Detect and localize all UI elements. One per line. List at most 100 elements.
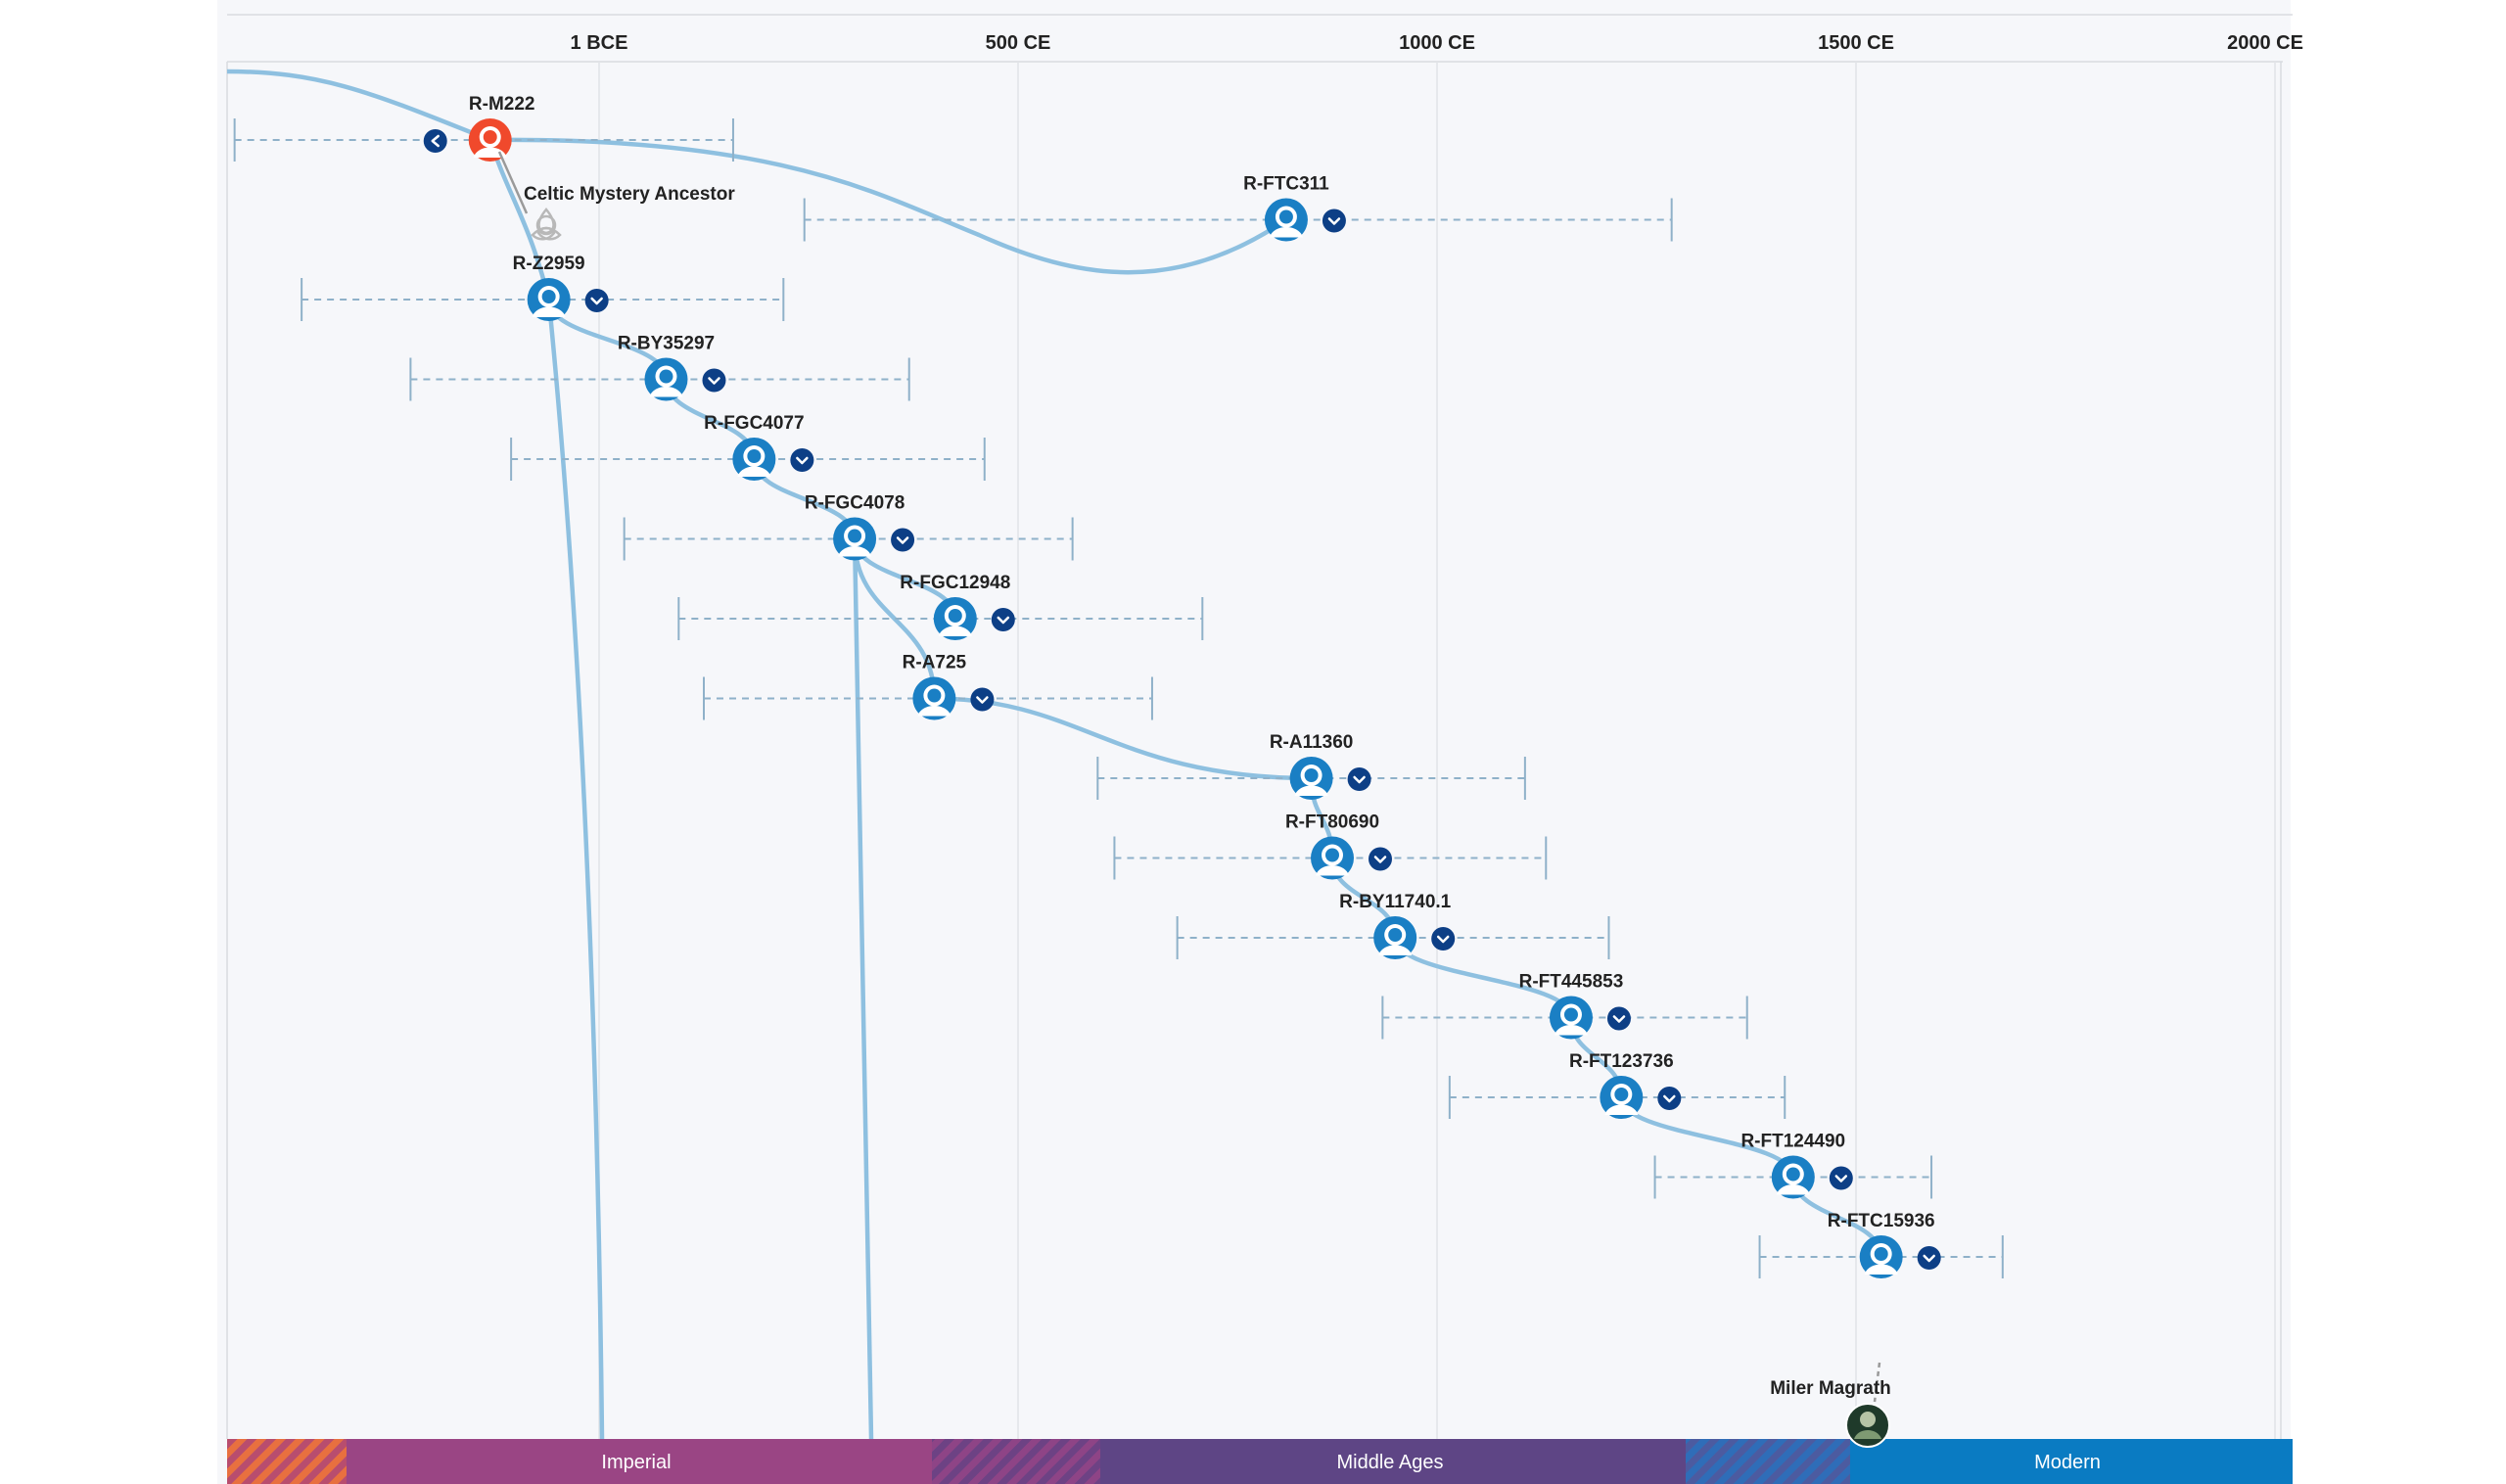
expand-down-button[interactable]: [891, 528, 915, 552]
expand-down-button[interactable]: [1917, 1246, 1941, 1270]
haplogroup-label: R-FTC311: [1243, 174, 1329, 195]
lineage-line: [852, 538, 937, 699]
lineage-line: [934, 696, 1312, 781]
chevron-down-icon: [1369, 847, 1392, 871]
expand-down-button[interactable]: [702, 368, 726, 393]
portrait-avatar: [1845, 1403, 1890, 1448]
age-range: [233, 118, 734, 162]
era-modern: [1850, 1439, 2293, 1484]
axis-tick-label: 2000 CE: [2227, 32, 2303, 54]
chevron-down-icon: [1431, 927, 1456, 951]
era-middle-ages: [1100, 1439, 1686, 1484]
haplogroup-node-r-fgc4078[interactable]: R-FGC4078: [805, 493, 915, 561]
axis-tick-label: 500 CE: [986, 32, 1051, 54]
age-range: [1096, 757, 1526, 800]
person-icon: [1311, 836, 1354, 880]
chevron-down-icon: [1917, 1246, 1941, 1270]
haplogroup-label: R-A725: [903, 653, 967, 673]
haplogroup-nodes: R-M222 R-FTC311 R-Z2959 R-BY35297 R-FGC4077 R…: [423, 94, 1941, 1278]
person-icon: [833, 517, 877, 561]
chevron-down-icon: [1657, 1087, 1682, 1110]
age-range: [301, 278, 785, 321]
person-icon: [1600, 1076, 1644, 1119]
person-icon: [1549, 996, 1593, 1040]
person-icon: [912, 676, 956, 720]
haplogroup-label: R-FT445853: [1519, 972, 1624, 993]
chevron-down-icon: [1347, 767, 1371, 791]
expand-down-button[interactable]: [1829, 1166, 1853, 1190]
age-range: [803, 198, 1673, 242]
person-icon: [644, 357, 688, 401]
expand-down-button[interactable]: [1369, 847, 1392, 871]
person-miler-magrath[interactable]: Miler Magrath: [1770, 1362, 1891, 1448]
person-icon: [1859, 1235, 1903, 1278]
person-icon: [1771, 1155, 1815, 1199]
person-icon: [1264, 198, 1308, 242]
expand-down-button[interactable]: [991, 608, 1015, 631]
haplogroup-node-r-ftc15936[interactable]: R-FTC15936: [1828, 1211, 1941, 1278]
haplogroup-node-r-a725[interactable]: R-A725: [903, 653, 995, 720]
era-label-modern: Modern: [2034, 1452, 2101, 1473]
age-range: [677, 597, 1204, 640]
expand-down-button[interactable]: [790, 448, 814, 472]
haplogroup-label: R-BY35297: [618, 334, 715, 354]
age-range: [703, 676, 1153, 720]
haplogroup-node-r-ft123736[interactable]: R-FT123736: [1569, 1051, 1682, 1119]
haplogroup-node-r-ft80690[interactable]: R-FT80690: [1285, 812, 1392, 880]
person-icon: [1373, 916, 1417, 959]
era-transition-middle-modern: [1686, 1439, 1850, 1484]
axis-tick-label: 1500 CE: [1818, 32, 1894, 54]
expand-down-button[interactable]: [1606, 1006, 1631, 1031]
haplogroup-label: R-A11360: [1270, 732, 1354, 753]
person-icon: [933, 597, 977, 640]
age-range: [1653, 1155, 1933, 1199]
expand-down-button[interactable]: [584, 289, 609, 312]
era-label-middle-ages: Middle Ages: [1337, 1452, 1444, 1473]
chevron-left-icon: [423, 129, 447, 153]
haplogroup-label: R-FT80690: [1285, 812, 1379, 833]
age-range: [510, 438, 986, 481]
haplogroup-label: R-FT124490: [1740, 1132, 1845, 1152]
haplogroup-node-r-m222[interactable]: R-M222: [423, 94, 535, 162]
person-icon: [732, 438, 776, 481]
lineage-line: [226, 69, 491, 143]
mystery-ancestor-label: Celtic Mystery Ancestor: [524, 184, 735, 205]
expand-down-button[interactable]: [1657, 1087, 1682, 1110]
collapse-left-button[interactable]: [423, 129, 447, 153]
chevron-down-icon: [1829, 1166, 1853, 1190]
expand-down-button[interactable]: [970, 687, 995, 712]
haplogroup-node-r-ft124490[interactable]: R-FT124490: [1740, 1132, 1853, 1199]
chevron-down-icon: [702, 368, 726, 393]
age-range: [1176, 916, 1610, 959]
haplogroup-label: R-FGC4078: [805, 493, 905, 514]
chevron-down-icon: [790, 448, 814, 472]
haplogroup-node-r-by35297[interactable]: R-BY35297: [618, 334, 726, 401]
era-label-imperial: Imperial: [601, 1452, 671, 1473]
haplogroup-node-r-by11740-1[interactable]: R-BY11740.1: [1339, 892, 1456, 959]
haplogroup-node-r-ft445853[interactable]: R-FT445853: [1519, 972, 1631, 1040]
age-range: [623, 517, 1074, 561]
haplogroup-label: R-FTC15936: [1828, 1211, 1935, 1231]
age-range: [409, 357, 910, 401]
expand-down-button[interactable]: [1347, 767, 1371, 791]
mystery-ancestor[interactable]: Celtic Mystery Ancestor: [497, 151, 735, 241]
triquetra-icon: [531, 208, 562, 241]
age-ranges: [233, 118, 2004, 1278]
era-imperial: [347, 1439, 932, 1484]
haplogroup-node-r-ftc311[interactable]: R-FTC311: [1243, 174, 1346, 242]
haplogroup-node-r-a11360[interactable]: R-A11360: [1270, 732, 1371, 800]
axis-tick-label: 1000 CE: [1399, 32, 1475, 54]
lineage-line-continuing: [852, 538, 874, 1440]
haplogroup-node-r-z2959[interactable]: R-Z2959: [513, 254, 609, 321]
haplogroup-node-r-fgc4077[interactable]: R-FGC4077: [704, 413, 814, 481]
age-range: [1113, 836, 1548, 880]
person-icon: [1289, 757, 1333, 800]
expand-down-button[interactable]: [1322, 209, 1346, 233]
era-band: Imperial Middle Ages Modern: [227, 1439, 2293, 1484]
haplogroup-label: R-M222: [469, 94, 535, 115]
axis-ticks: 1 BCE 500 CE 1000 CE 1500 CE 2000 CE: [571, 32, 2303, 1439]
chevron-down-icon: [1606, 1006, 1631, 1031]
expand-down-button[interactable]: [1431, 927, 1456, 951]
haplogroup-node-r-fgc12948[interactable]: R-FGC12948: [900, 573, 1015, 640]
